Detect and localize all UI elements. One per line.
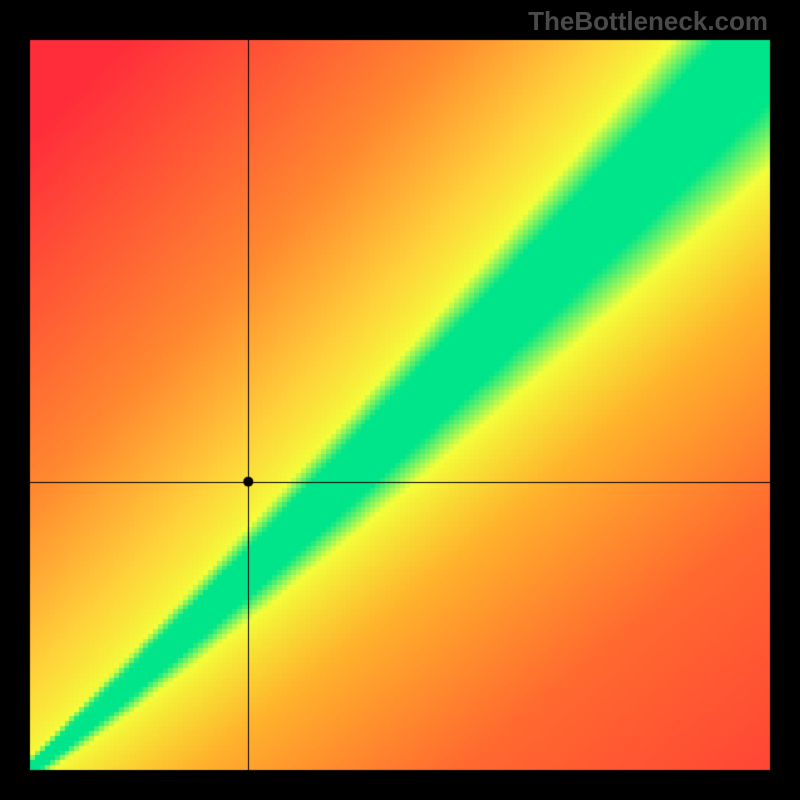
chart-container: TheBottleneck.com [0, 0, 800, 800]
bottleneck-heatmap [0, 0, 800, 800]
watermark-text: TheBottleneck.com [528, 6, 768, 37]
